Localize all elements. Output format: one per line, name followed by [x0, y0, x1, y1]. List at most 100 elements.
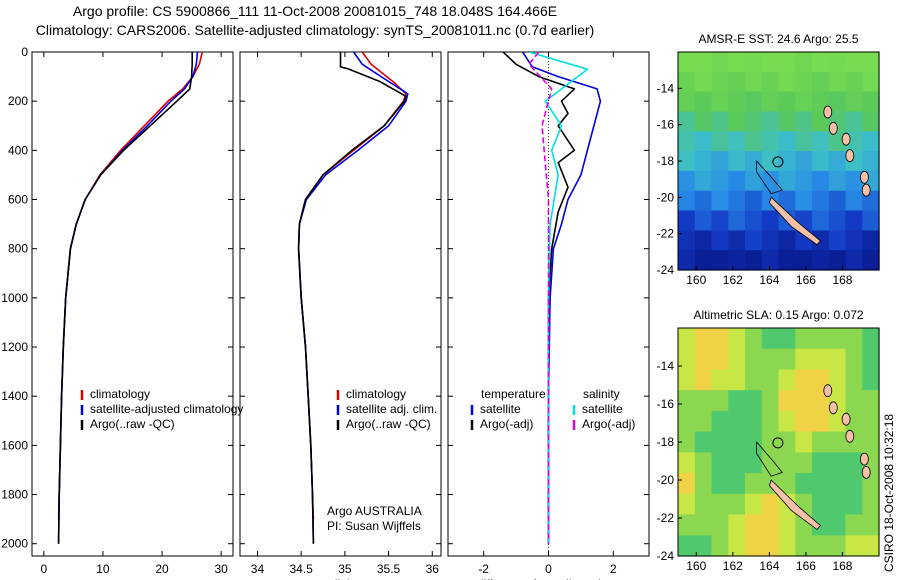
- heatmap-cell: [694, 493, 713, 516]
- x-tick-label: 168: [832, 559, 852, 573]
- heatmap-cell: [728, 111, 746, 132]
- island-new-caledonia: [768, 196, 822, 246]
- heatmap-cell: [828, 131, 847, 152]
- heatmap-cell: [812, 91, 830, 112]
- heatmap-cell: [812, 52, 830, 73]
- heatmap-cell: [694, 91, 713, 112]
- heatmap-cell: [728, 452, 746, 474]
- heatmap-cell: [728, 431, 746, 453]
- y-tick-label: 1400: [1, 389, 28, 403]
- heatmap-cell: [778, 452, 796, 474]
- map-title: AMSR-E SST: 24.6 Argo: 25.5: [698, 32, 858, 46]
- heatmap-cell: [862, 514, 880, 536]
- heatmap-cell: [845, 111, 863, 132]
- heatmap-cell: [828, 328, 847, 350]
- heatmap-cell: [745, 493, 763, 516]
- heatmap-cell: [795, 452, 813, 474]
- heatmap-cell: [845, 473, 863, 495]
- heatmap-cell: [828, 52, 847, 73]
- heatmap-cell: [728, 190, 746, 212]
- heatmap-cell: [778, 348, 796, 370]
- heatmap-cell: [812, 151, 830, 172]
- heatmap-cell: [745, 170, 763, 192]
- heatmap-cell: [845, 328, 863, 350]
- reef-outline: [756, 440, 783, 477]
- heatmap-cell: [678, 190, 696, 212]
- heatmap-cell: [761, 328, 780, 350]
- heatmap-cell: [745, 111, 763, 132]
- heatmap-cell: [728, 230, 746, 251]
- heatmap-cell: [862, 111, 880, 132]
- legend-label: Argo(..raw -QC): [90, 417, 175, 431]
- heatmap-cell: [862, 210, 880, 231]
- x-tick-label: 34: [251, 562, 265, 576]
- heatmap-cell: [745, 250, 763, 271]
- heatmap-cell: [711, 493, 729, 516]
- heatmap-cell: [678, 71, 696, 93]
- y-tick-label: -16: [657, 118, 675, 132]
- heatmap-cell: [711, 111, 729, 132]
- heatmap-cell: [828, 369, 847, 391]
- plot-frame: [239, 51, 442, 557]
- series-line: [297, 52, 407, 544]
- heatmap-cell: [711, 473, 729, 495]
- island-vanuatu: [845, 149, 855, 163]
- heatmap-cell: [678, 410, 696, 433]
- heatmap-cell: [745, 431, 763, 453]
- x-tick-label: 30: [214, 562, 228, 576]
- heatmap-cell: [828, 473, 847, 495]
- heatmap-cell: [778, 390, 796, 412]
- argo-float-marker: [772, 437, 784, 449]
- heatmap-cell: [845, 71, 863, 93]
- heatmap-cell: [678, 131, 696, 152]
- heatmap-cell: [845, 230, 863, 251]
- heatmap-cell: [778, 91, 796, 112]
- heatmap-cell: [862, 493, 880, 516]
- legend-label: Argo(..raw -QC): [346, 417, 431, 431]
- heatmap-cell: [795, 410, 813, 433]
- x-tick-label: 160: [686, 273, 706, 287]
- heatmap-cell: [711, 431, 729, 453]
- heatmap-cell: [694, 535, 713, 557]
- heatmap-cell: [862, 369, 880, 391]
- heatmap-cell: [678, 535, 696, 557]
- y-tick-label: 800: [8, 242, 28, 256]
- heatmap-cell: [778, 514, 796, 536]
- y-tick-label: -18: [657, 435, 675, 449]
- y-tick-label: 400: [8, 143, 28, 157]
- heatmap-cell: [694, 190, 713, 212]
- island-vanuatu: [841, 132, 851, 146]
- heatmap-cell: [812, 369, 830, 391]
- x-tick-label: 20: [155, 562, 169, 576]
- legend-header: salinity: [583, 387, 620, 401]
- island-vanuatu: [860, 170, 869, 184]
- heatmap-cell: [828, 170, 847, 192]
- y-tick-label: 1000: [1, 291, 28, 305]
- x-tick-label: 0: [40, 562, 47, 576]
- heatmap-cell: [745, 369, 763, 391]
- heatmap-cell: [812, 493, 830, 516]
- heatmap-cell: [711, 230, 729, 251]
- x-tick-label: 35: [338, 562, 352, 576]
- heatmap-cell: [678, 473, 696, 495]
- heatmap-cell: [761, 369, 780, 391]
- y-tick-label: 200: [8, 94, 28, 108]
- series-line: [297, 52, 407, 520]
- heatmap-cell: [795, 151, 813, 172]
- heatmap-cell: [745, 348, 763, 370]
- heatmap-cell: [728, 535, 746, 557]
- heatmap-cell: [678, 170, 696, 192]
- heatmap-cell: [795, 369, 813, 391]
- island-vanuatu: [861, 183, 871, 197]
- heatmap-cell: [761, 493, 780, 516]
- heatmap-cell: [795, 190, 813, 212]
- y-tick-label: -18: [657, 154, 675, 168]
- heatmap-cell: [728, 91, 746, 112]
- heatmap-cell: [845, 91, 863, 112]
- legend-label: Argo(-adj): [582, 417, 635, 431]
- heatmap-cell: [728, 473, 746, 495]
- legend-label: satellite: [582, 402, 623, 416]
